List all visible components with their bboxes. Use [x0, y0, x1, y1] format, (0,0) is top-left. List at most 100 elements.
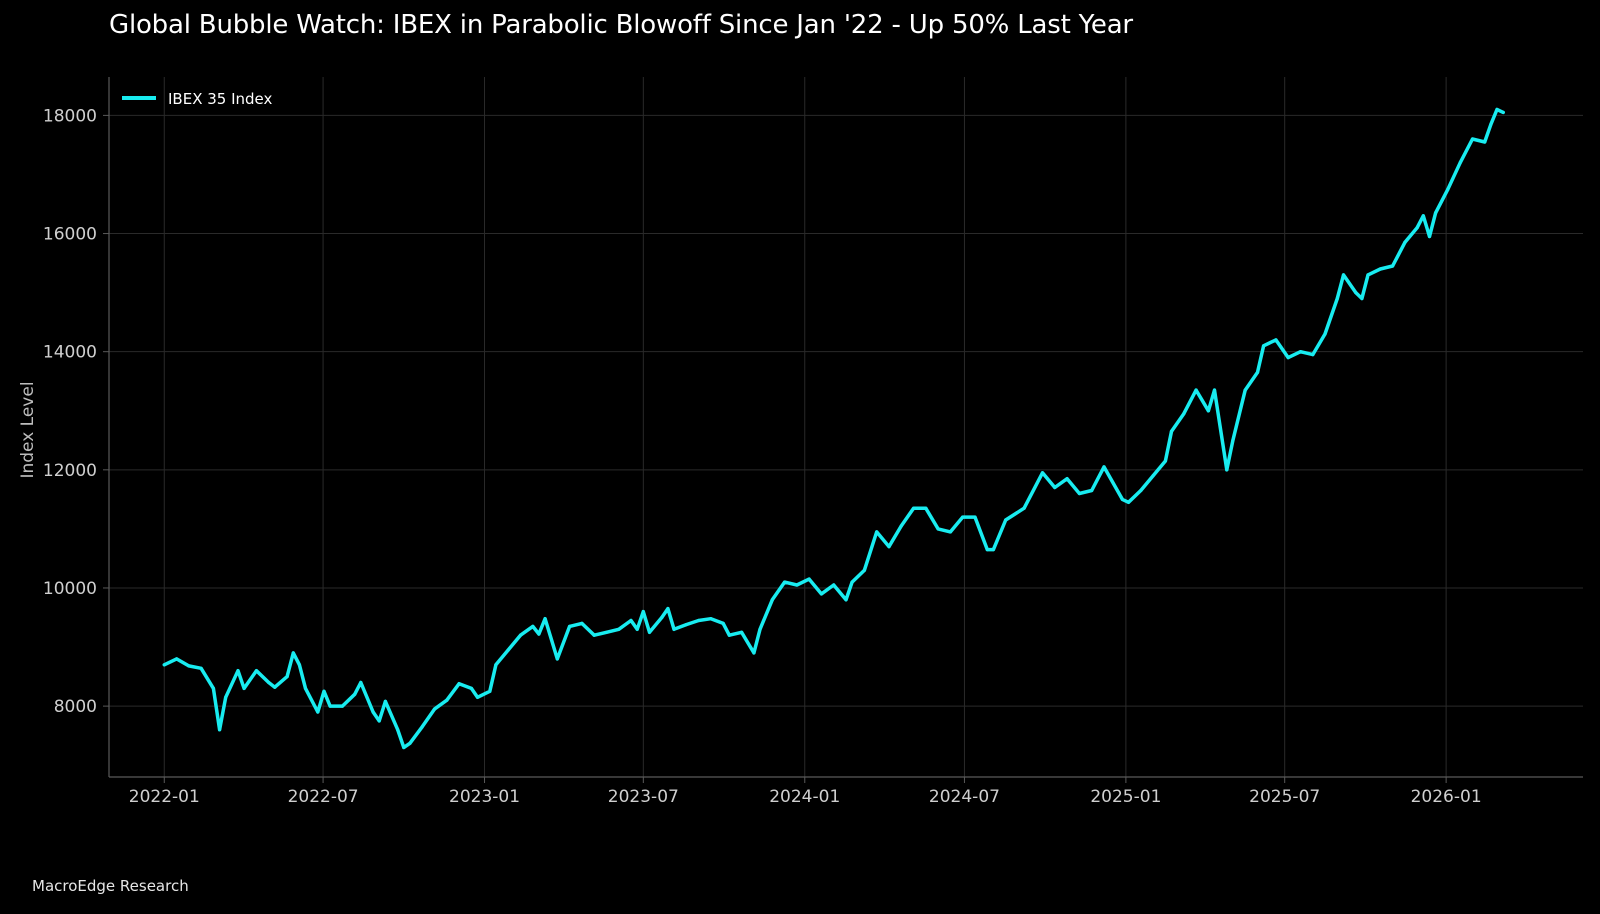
- data-point: [899, 524, 903, 528]
- data-point: [1065, 477, 1069, 481]
- y-tick-label: 14000: [43, 343, 97, 363]
- data-point: [709, 617, 713, 621]
- data-point: [1169, 429, 1174, 433]
- data-point: [224, 695, 228, 699]
- data-point: [961, 515, 965, 519]
- data-point: [1040, 471, 1045, 475]
- data-point: [187, 664, 191, 668]
- data-point: [1182, 412, 1186, 416]
- data-point: [316, 710, 320, 714]
- data-point: [1298, 350, 1303, 354]
- x-tick-label: 2025-07: [1249, 787, 1320, 807]
- data-point: [752, 651, 756, 655]
- data-point: [1360, 296, 1364, 301]
- data-point: [402, 745, 406, 750]
- series-line: [162, 107, 1505, 750]
- data-point: [1501, 110, 1505, 114]
- data-point: [1225, 468, 1229, 472]
- y-tick-label: 12000: [43, 461, 97, 481]
- axes: [103, 77, 1583, 783]
- data-point: [1378, 267, 1382, 271]
- data-point: [647, 630, 652, 634]
- data-point: [457, 682, 461, 686]
- data-point: [383, 699, 387, 704]
- data-point: [850, 580, 854, 584]
- data-point: [819, 592, 824, 596]
- data-point: [432, 707, 437, 711]
- x-gridlines: [163, 77, 1447, 777]
- data-point: [267, 680, 271, 685]
- data-point: [936, 527, 940, 531]
- data-point: [297, 663, 301, 667]
- data-point: [727, 633, 731, 637]
- data-point: [666, 607, 670, 611]
- data-point: [832, 583, 836, 587]
- y-axis-title: Index Level: [18, 381, 38, 478]
- data-point: [162, 663, 166, 667]
- data-point: [1194, 388, 1198, 392]
- data-point: [1391, 264, 1395, 268]
- data-point: [359, 680, 363, 685]
- data-point: [985, 548, 989, 552]
- data-point: [807, 577, 811, 581]
- data-point: [1354, 291, 1358, 295]
- series-layer: [162, 107, 1505, 750]
- data-point: [697, 618, 701, 623]
- data-point: [242, 686, 246, 691]
- data-point: [1206, 409, 1210, 413]
- data-point: [1366, 273, 1370, 277]
- data-point: [973, 515, 977, 519]
- data-points: [162, 107, 1505, 750]
- y-tick-label: 8000: [54, 697, 97, 717]
- data-point: [285, 675, 289, 679]
- y-tick-label: 18000: [43, 106, 97, 126]
- data-point: [1286, 356, 1290, 360]
- data-point: [445, 698, 449, 702]
- source-credit: MacroEdge Research: [32, 877, 189, 895]
- x-tick-label: 2024-01: [769, 787, 840, 807]
- data-point: [1090, 488, 1094, 493]
- data-point: [1163, 459, 1167, 463]
- data-point: [1458, 161, 1462, 165]
- x-tick-label: 2022-01: [129, 787, 200, 807]
- data-point: [303, 686, 308, 691]
- data-point: [1262, 344, 1266, 348]
- data-point: [199, 666, 203, 670]
- data-point: [218, 728, 222, 732]
- data-point: [924, 506, 928, 510]
- data-point: [537, 632, 541, 636]
- data-point: [353, 692, 357, 696]
- data-point: [1231, 438, 1235, 442]
- data-point: [660, 615, 664, 620]
- data-point: [629, 618, 633, 623]
- data-point: [273, 685, 277, 689]
- data-point: [518, 633, 523, 637]
- data-point: [568, 624, 572, 629]
- data-point: [340, 704, 344, 708]
- data-point: [770, 598, 774, 602]
- x-tick-label: 2025-01: [1090, 787, 1161, 807]
- data-point: [580, 621, 584, 626]
- data-point: [592, 633, 596, 637]
- x-tick-label: 2023-01: [449, 787, 520, 807]
- legend-label: IBEX 35 Index: [168, 90, 273, 108]
- data-point: [236, 669, 240, 673]
- data-point: [1335, 296, 1339, 301]
- x-tick-label: 2026-01: [1411, 787, 1482, 807]
- data-point: [1212, 388, 1217, 392]
- data-point: [377, 719, 381, 723]
- data-point: [684, 623, 688, 627]
- data-point: [254, 669, 258, 673]
- data-point: [1274, 338, 1278, 342]
- data-point: [531, 624, 535, 629]
- chart-title: Global Bubble Watch: IBEX in Parabolic B…: [109, 10, 1133, 40]
- legend: IBEX 35 Index: [122, 90, 273, 108]
- data-point: [991, 548, 996, 552]
- data-point: [887, 545, 891, 549]
- data-point: [1255, 370, 1260, 374]
- y-tick-label: 10000: [43, 579, 97, 599]
- data-point: [1004, 518, 1008, 522]
- data-point: [758, 627, 762, 631]
- data-point: [322, 689, 326, 693]
